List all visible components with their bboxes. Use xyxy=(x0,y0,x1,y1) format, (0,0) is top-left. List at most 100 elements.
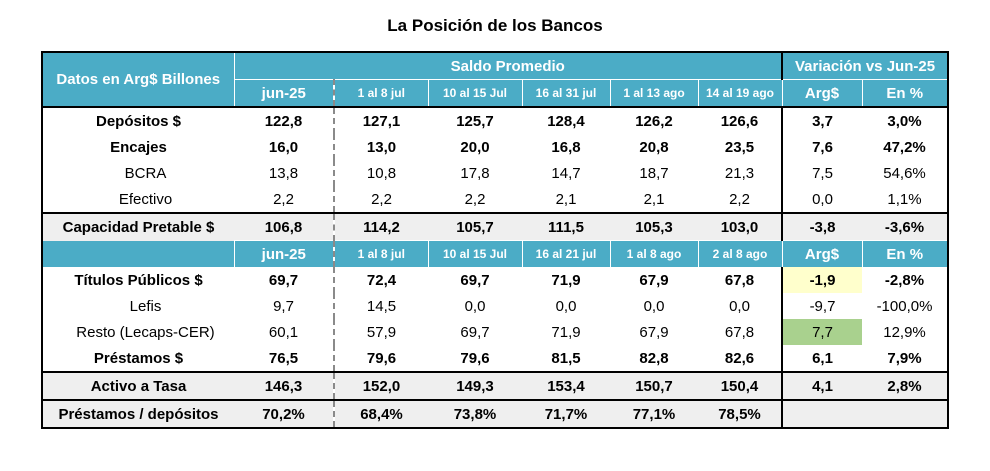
value-cell: 16,0 xyxy=(234,134,335,160)
variation-cell: 1,1% xyxy=(862,186,950,213)
bank-position-table: Datos en Arg$ Billones Saldo Promedio Vari… xyxy=(41,51,950,429)
variation-col-header: En % xyxy=(861,79,950,107)
period-header: 1 al 8 ago xyxy=(609,240,698,267)
variation-cell: 54,6% xyxy=(862,160,950,186)
variation-cell: -2,8% xyxy=(862,267,950,293)
variation-cell: -3,6% xyxy=(862,212,950,241)
value-cell: 10,8 xyxy=(366,164,397,182)
table-row: Encajes 16,0 13,0 20,0 16,8 20,8 23,5 7,6 47,2% xyxy=(41,134,950,160)
value-cell: 81,5 xyxy=(551,349,581,367)
value-cell: 2,1 xyxy=(555,190,577,208)
value-cell: 67,9 xyxy=(639,271,669,289)
variation-cell: 2,8% xyxy=(862,371,950,400)
period-header: 2 al 8 ago xyxy=(697,240,782,267)
value-cell: 69,7 xyxy=(460,271,490,289)
value-cell: 71,9 xyxy=(551,271,581,289)
value-cell: 150,4 xyxy=(698,371,782,400)
table-row: Préstamos $76,5 79,6 79,6 81,5 82,8 82,6 6,1 7,… xyxy=(41,345,950,372)
variation-cell: 6,1 xyxy=(781,345,862,372)
value-cell: 60,1 xyxy=(234,319,335,345)
value-cell: 2,1 xyxy=(643,190,665,208)
row-label-header: Datos en Arg$ Billones xyxy=(41,51,234,107)
value-cell: 67,9 xyxy=(639,323,669,341)
value-cell: 149,3 xyxy=(428,371,522,400)
value-cell: 16,8 xyxy=(551,138,581,156)
empty-cell xyxy=(862,399,950,429)
value-cell: 103,0 xyxy=(698,212,782,241)
value-cell: 150,7 xyxy=(610,371,698,400)
value-cell: 79,6 xyxy=(460,349,490,367)
table-row: Efectivo 2,2 2,2 2,2 2,1 2,1 2,2 0,0 1,1% xyxy=(41,186,950,213)
row-label: Préstamos / depósitos xyxy=(41,399,234,429)
value-cell: 2,2 xyxy=(464,190,486,208)
row-label: Lefis xyxy=(41,293,234,319)
variation-cell: 3,0% xyxy=(862,106,950,134)
period-header: jun-25 xyxy=(233,240,335,267)
value-cell: 79,6 xyxy=(366,349,397,367)
blank-header-cell xyxy=(41,240,234,267)
variation-col-header: Arg$ xyxy=(781,240,862,267)
header-group-row: Datos en Arg$ Billones Saldo Promedio Vari… xyxy=(41,51,950,107)
value-cell: 20,8 xyxy=(639,138,669,156)
variation-col-header: Arg$ xyxy=(781,79,862,107)
value-cell: 126,2 xyxy=(610,106,698,134)
value-cell: 68,4% xyxy=(334,399,428,429)
value-cell: 2,2 xyxy=(729,190,750,208)
value-cell: 73,8% xyxy=(428,399,522,429)
table-row: Resto (Lecaps-CER) 60,1 57,9 69,7 71,9 67,9 67… xyxy=(41,319,950,345)
variation-cell: -9,7 xyxy=(781,293,862,319)
period-header: 16 al 21 jul xyxy=(521,240,610,267)
row-label: BCRA xyxy=(41,160,234,186)
variation-cell: -3,8 xyxy=(781,212,862,241)
row-label: Capacidad Pretable $ xyxy=(41,212,234,241)
period-header: 10 al 15 Jul xyxy=(427,240,522,267)
value-cell: 105,3 xyxy=(610,212,698,241)
value-cell: 122,8 xyxy=(234,106,335,134)
value-cell: 125,7 xyxy=(428,106,522,134)
table-row: Capacidad Pretable $106,8 114,2 105,7 111,5… xyxy=(41,212,950,241)
value-cell: 67,8 xyxy=(724,323,755,341)
period-header: 14 al 19 ago xyxy=(697,79,782,107)
row-label: Activo a Tasa xyxy=(41,371,234,400)
table-row: Depósitos $122,8 127,1 125,7 128,4 126,2 126,… xyxy=(41,106,950,134)
value-cell: 14,5 xyxy=(366,297,397,315)
value-cell: 78,5% xyxy=(698,399,782,429)
value-cell: 9,7 xyxy=(234,293,335,319)
page-title: La Posición de los Bancos xyxy=(387,16,603,35)
value-cell: 76,5 xyxy=(234,345,335,372)
row-label: Títulos Públicos $ xyxy=(41,267,234,293)
table-row: Préstamos / depósitos 70,2% 68,4% 73,8% 71,7… xyxy=(41,399,950,429)
table-row: Activo a Tasa 146,3 152,0 149,3 153,4 150,7 15… xyxy=(41,371,950,400)
value-cell: 114,2 xyxy=(334,212,428,241)
value-cell: 69,7 xyxy=(234,267,335,293)
value-cell: 0,0 xyxy=(643,297,665,315)
period-header: 10 al 15 Jul xyxy=(427,79,522,107)
value-cell: 82,6 xyxy=(724,349,755,367)
empty-cell xyxy=(781,399,862,429)
column-header-row: jun-25 1 al 8 jul 10 al 15 Jul 16 al 21 jul… xyxy=(41,240,950,267)
variation-col-header: En % xyxy=(861,240,950,267)
value-cell: 67,8 xyxy=(724,271,755,289)
variation-cell: 7,9% xyxy=(862,345,950,372)
value-cell: 0,0 xyxy=(464,297,486,315)
value-cell: 18,7 xyxy=(639,164,669,182)
value-cell: 153,4 xyxy=(522,371,610,400)
period-header: 16 al 31 jul xyxy=(521,79,610,107)
table-row: Títulos Públicos $69,7 72,4 69,7 71,9 67,9 67… xyxy=(41,267,950,293)
value-cell: 17,8 xyxy=(460,164,490,182)
variation-cell: 3,7 xyxy=(781,106,862,134)
value-cell: 82,8 xyxy=(639,349,669,367)
value-cell: 105,7 xyxy=(428,212,522,241)
value-cell: 126,6 xyxy=(698,106,782,134)
value-cell: 23,5 xyxy=(724,138,755,156)
value-cell: 111,5 xyxy=(522,212,610,241)
value-cell: 152,0 xyxy=(334,371,428,400)
value-cell: 14,7 xyxy=(551,164,581,182)
saldo-promedio-header: Saldo Promedio xyxy=(233,51,782,80)
variation-cell: 7,7 xyxy=(781,319,862,345)
variation-cell: 7,6 xyxy=(781,134,862,160)
row-label: Depósitos $ xyxy=(41,106,234,134)
period-header: 1 al 13 ago xyxy=(609,79,698,107)
value-cell: 128,4 xyxy=(522,106,610,134)
row-label: Efectivo xyxy=(41,186,234,213)
